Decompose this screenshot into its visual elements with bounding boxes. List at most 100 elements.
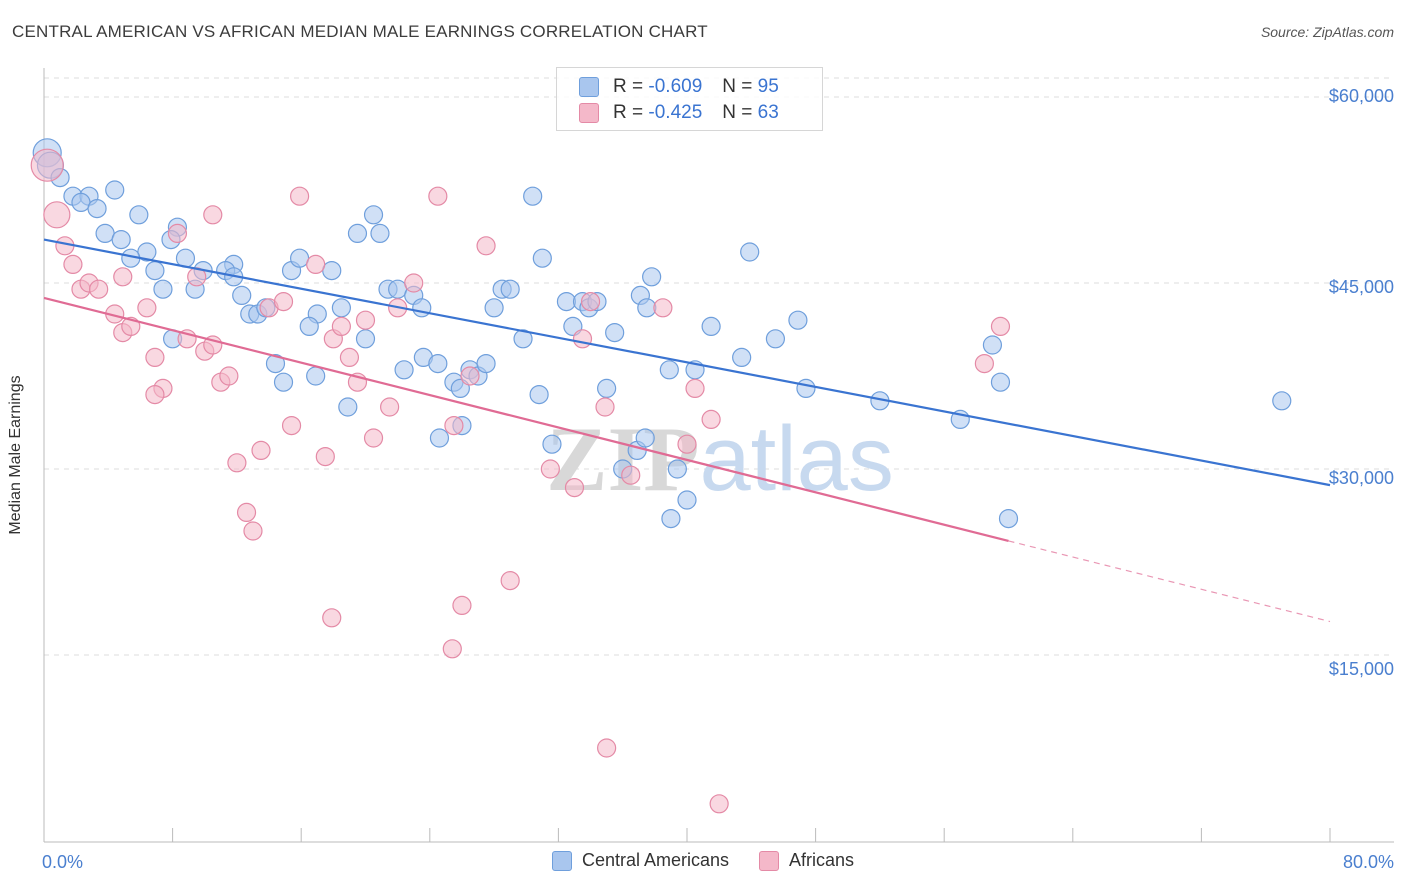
africans-point [227, 453, 247, 473]
central-americans-point [232, 285, 252, 305]
central-americans-point [635, 428, 655, 448]
africans-point [89, 279, 109, 299]
central-americans-point [429, 428, 450, 448]
legend-item-africans[interactable]: Africans [759, 850, 854, 871]
africans-point [355, 310, 376, 330]
africans-point [167, 223, 188, 243]
central-americans-point [153, 279, 173, 299]
africans-point [236, 502, 257, 523]
central-americans-point [338, 397, 358, 417]
central-americans-point [289, 248, 310, 268]
central-americans-point [637, 298, 657, 318]
africans-point [219, 366, 239, 386]
central-americans-point [394, 360, 414, 380]
central-americans-point [765, 329, 786, 349]
central-americans-point [273, 372, 294, 392]
central-americans-point [667, 459, 687, 479]
africans-point [331, 316, 351, 336]
africans-point [289, 186, 310, 206]
africans-point [653, 298, 673, 318]
africans-point [43, 201, 71, 229]
central-americans-point [701, 316, 721, 336]
swatch-central-americans [579, 77, 599, 97]
central-americans-point [605, 323, 625, 343]
legend-label-central-americans: Central Americans [581, 850, 730, 870]
central-americans-point [732, 347, 752, 367]
n-value: 95 [757, 76, 779, 97]
africans-point [145, 347, 165, 367]
central-americans-point [355, 329, 376, 349]
series-africans [30, 148, 1011, 814]
stats-row-africans: R = -0.425 N = 63 [579, 102, 779, 124]
trend-lines [43, 238, 1331, 623]
central-americans-point [370, 223, 390, 243]
africans-point [203, 205, 223, 225]
y-axis-label: Median Male Earnings [7, 375, 24, 535]
trend-africans-extension [1008, 540, 1331, 623]
central-americans-point [105, 180, 125, 200]
r-label: R = [613, 76, 644, 97]
central-americans-point [796, 378, 816, 398]
legend-swatch-africans [759, 850, 780, 871]
r-label: R = [613, 102, 644, 123]
africans-point [595, 397, 615, 417]
africans-point [444, 416, 464, 436]
africans-point [685, 378, 705, 398]
central-americans-point [265, 354, 286, 374]
central-americans-point [111, 230, 131, 250]
africans-point [442, 639, 462, 659]
y-tick-30000: $30,000 [1328, 468, 1394, 488]
africans-point [306, 254, 326, 274]
stats-legend: R = -0.609 N = 95 R = -0.425 N = 63 [556, 67, 823, 131]
central-americans-point [659, 360, 679, 380]
africans-point [564, 478, 585, 498]
r-value: -0.425 [648, 102, 703, 123]
central-americans-point [129, 205, 149, 225]
central-americans-point [542, 434, 562, 454]
central-americans-point [740, 242, 760, 262]
bottom-legend: Central Americans Africans [0, 850, 1406, 871]
gridlines [44, 77, 1394, 656]
central-americans-point [363, 205, 384, 225]
axes [43, 68, 1394, 843]
africans-point [597, 738, 617, 758]
africans-point [701, 409, 721, 429]
trend-central-americans [43, 238, 1331, 487]
africans-point [339, 347, 360, 367]
central-americans-point [306, 366, 326, 386]
africans-point [363, 428, 384, 448]
central-americans-point [677, 490, 697, 510]
africans-point [974, 354, 994, 374]
africans-point [113, 267, 133, 287]
africans-point [404, 273, 424, 293]
central-americans-point [476, 354, 496, 374]
africans-point [243, 521, 263, 541]
x-tick-max: 80.0% [1342, 852, 1394, 872]
r-value: -0.609 [648, 76, 703, 97]
central-americans-point [87, 199, 107, 219]
africans-point [572, 329, 593, 349]
central-americans-point [484, 298, 504, 318]
swatch-africans [579, 103, 599, 123]
central-americans-point [523, 186, 543, 206]
central-americans-point [71, 192, 91, 212]
legend-item-central-americans[interactable]: Central Americans [551, 850, 730, 871]
central-americans-point [529, 385, 549, 405]
africans-point [677, 434, 697, 454]
central-americans-point [990, 372, 1011, 392]
central-americans-point [428, 354, 448, 374]
central-americans-point [597, 378, 617, 398]
central-americans-point [145, 261, 165, 281]
central-americans-point [513, 329, 533, 349]
central-americans-point [788, 310, 808, 330]
central-americans-point [322, 261, 342, 281]
watermark: ZIPatlas [546, 408, 894, 510]
africans-point [621, 465, 641, 485]
africans-point [63, 254, 83, 274]
central-americans-point [347, 223, 368, 243]
africans-point [990, 316, 1011, 336]
y-tick-60000: $60,000 [1328, 86, 1394, 106]
y-tick-15000: $15,000 [1328, 659, 1394, 679]
central-americans-point [95, 223, 115, 243]
central-americans-point [532, 248, 552, 268]
